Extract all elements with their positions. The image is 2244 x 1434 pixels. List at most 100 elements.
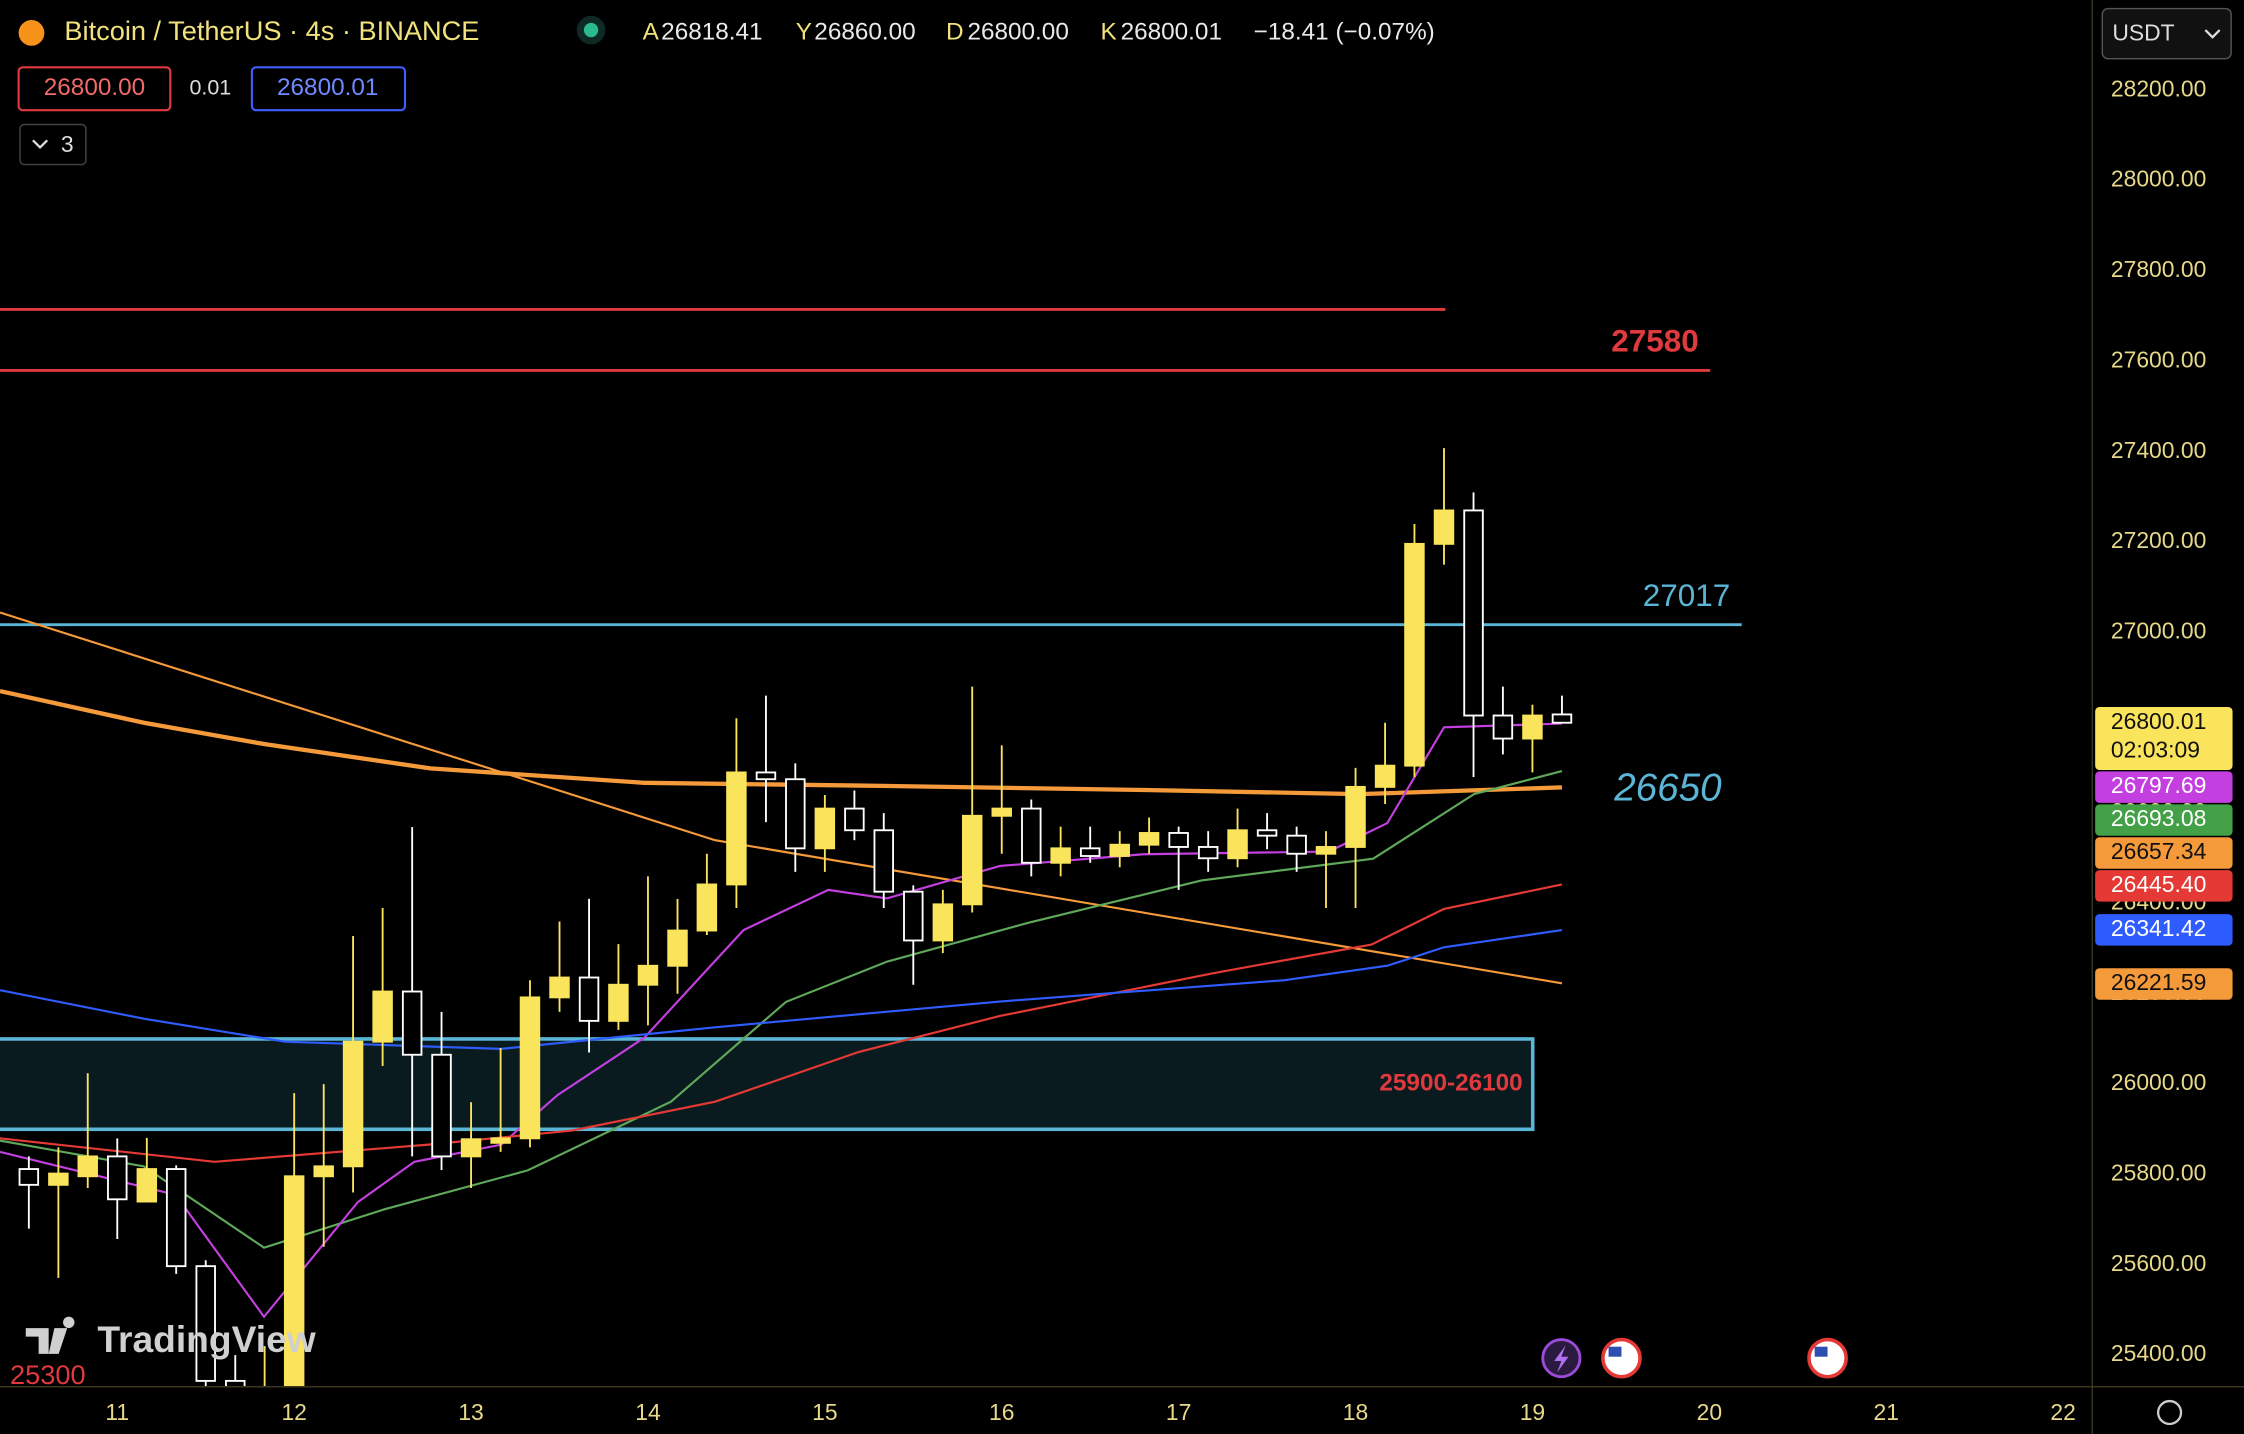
candle-body — [1433, 509, 1455, 545]
chevron — [2204, 29, 2221, 39]
event-icon[interactable] — [1807, 1337, 1848, 1379]
last-price: 26800.01 — [2111, 708, 2206, 734]
ohlc-value: 26860.00 — [814, 18, 915, 45]
low-label: 25300 — [10, 1359, 86, 1390]
x-tick-label: 14 — [635, 1399, 661, 1425]
y-tick-label: 27600.00 — [2111, 346, 2206, 372]
candle-body — [873, 829, 894, 893]
x-tick-label: 20 — [1697, 1399, 1722, 1425]
candle-body — [578, 976, 600, 1022]
indicator-line — [0, 689, 1562, 797]
buy-button[interactable] — [250, 66, 407, 112]
candle-body — [225, 1379, 246, 1387]
x-tick-label: 13 — [458, 1399, 483, 1425]
indicators-toggle[interactable] — [19, 123, 87, 166]
price-badge — [2095, 771, 2233, 803]
candle-body — [431, 1053, 452, 1158]
candle-body — [1492, 714, 1514, 740]
y-tick-label: 28200.00 — [2111, 75, 2206, 101]
candle-body — [814, 807, 836, 850]
symbol-title: Bitcoin / TetherUS · 4s · BINANCE — [64, 15, 479, 46]
price-badge-label: 26221.59 — [2111, 969, 2206, 995]
candle-body — [1050, 847, 1071, 864]
y-tick-label: 25400.00 — [2111, 1340, 2206, 1366]
candle-body — [195, 1265, 216, 1382]
y-tick-label: 25800.00 — [2111, 1160, 2206, 1186]
y-tick-label: 27800.00 — [2111, 256, 2206, 282]
settings-icon[interactable] — [2156, 1399, 2183, 1426]
flag-part — [1608, 1346, 1622, 1357]
candle-body — [696, 883, 718, 932]
candle-body — [48, 1172, 69, 1186]
ohlc-letter: D — [946, 18, 964, 45]
candle-body — [283, 1175, 305, 1387]
price-badge-label: 26341.42 — [2111, 915, 2206, 941]
candle-body — [667, 929, 688, 967]
candle-body — [1079, 847, 1101, 857]
y-tick-label: 28000.00 — [2111, 166, 2206, 192]
header: Bitcoin / TetherUS · 4s · BINANCE A 2681… — [17, 7, 2232, 166]
y-tick-label: 27400.00 — [2111, 437, 2206, 463]
x-tick-label: 18 — [1343, 1399, 1368, 1425]
candle-body — [1315, 846, 1337, 855]
candle-body — [1197, 846, 1219, 860]
candle-body — [1404, 542, 1425, 767]
candle-body — [1227, 829, 1248, 860]
price-badge-label: 26657.34 — [2111, 838, 2207, 864]
symbol-icon — [18, 20, 45, 46]
watermark-text: TradingView — [97, 1318, 315, 1360]
zone — [0, 1037, 1535, 1132]
price-badge — [2095, 870, 2233, 902]
x-tick-label: 12 — [281, 1399, 306, 1425]
candle-body — [519, 996, 541, 1140]
candle-body — [460, 1138, 482, 1158]
candle-body — [1551, 713, 1573, 724]
price-badge — [2095, 804, 2233, 836]
currency-select[interactable] — [2101, 7, 2232, 60]
ohlc-letter: Y — [796, 18, 812, 45]
ask-price: 26800.01 — [277, 74, 378, 101]
candle-body — [18, 1168, 40, 1186]
x-tick-label: 19 — [1520, 1399, 1545, 1425]
currency-label: USDT — [2112, 19, 2174, 45]
ohlc-value: 26818.41 — [661, 18, 762, 45]
plot-area: 27580 27017 25900-26100 26650 — [0, 307, 1742, 1387]
candle-body — [608, 983, 629, 1022]
y-tick-label: 25600.00 — [2111, 1250, 2206, 1276]
flag-part — [1814, 1346, 1828, 1357]
candle-body — [342, 1040, 364, 1168]
indicator-line — [0, 929, 1563, 1050]
sell-button[interactable] — [17, 66, 172, 112]
candle-body — [1109, 843, 1130, 857]
price-level-label: 27017 — [1643, 578, 1731, 613]
price-badge-label: 26445.40 — [2111, 871, 2206, 897]
x-tick-label: 11 — [105, 1399, 129, 1425]
price-badge-label: 26797.69 — [2111, 772, 2206, 798]
candle-body — [107, 1155, 128, 1201]
candle-body — [1168, 832, 1189, 848]
candle-body — [903, 890, 924, 942]
candle-body — [961, 814, 983, 906]
price-badge-label: 26693.08 — [2111, 805, 2206, 831]
watermark: TradingView — [25, 1316, 316, 1360]
candle-body — [1463, 509, 1484, 717]
candle-body — [1345, 785, 1366, 848]
candle-body — [1374, 764, 1396, 788]
candle-body — [785, 778, 806, 850]
status-dot — [583, 22, 599, 38]
chevron — [32, 139, 49, 150]
watermark-logo — [25, 1316, 75, 1354]
candle-body — [1021, 807, 1042, 864]
candle-body — [932, 903, 954, 942]
candle-body — [1286, 834, 1307, 855]
price-badge — [2095, 968, 2233, 1000]
event-icon[interactable] — [1601, 1337, 1642, 1379]
y-tick-label: 27200.00 — [2111, 527, 2206, 553]
candle-body — [136, 1168, 158, 1203]
indicator-line — [0, 770, 1563, 1249]
x-tick-label: 16 — [989, 1399, 1014, 1425]
